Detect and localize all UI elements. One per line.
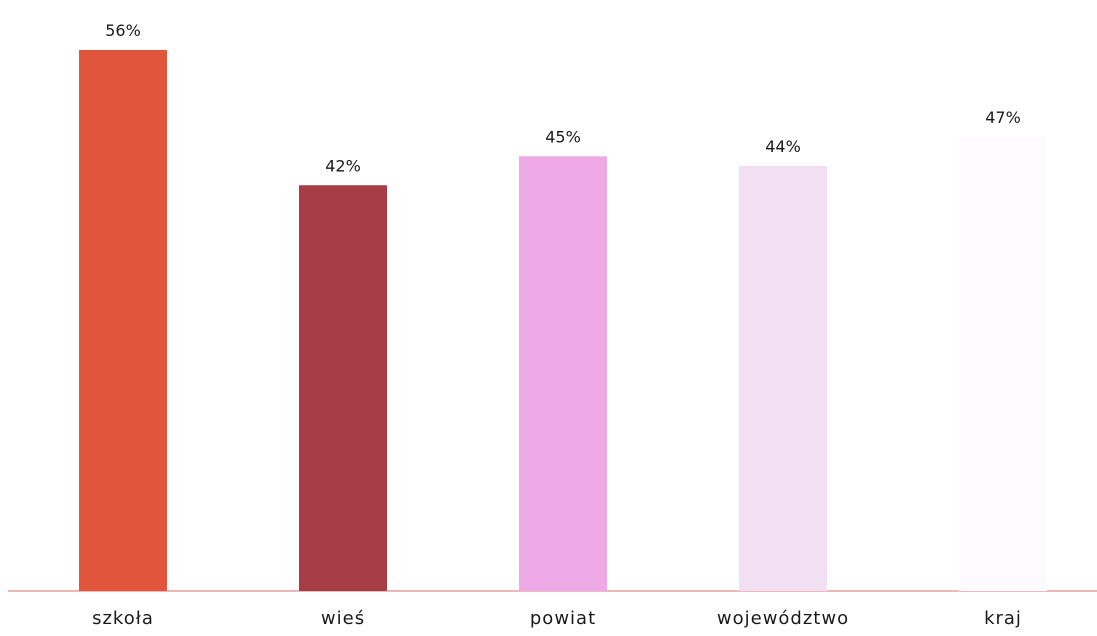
category-label-szkola: szkoła [92,608,154,629]
bars-group [79,50,1047,592]
bar-wies [299,185,387,591]
bar-powiat [519,156,607,591]
value-label-wies: 42% [325,156,361,175]
bar-szkola [79,50,167,591]
bar-wojewodztwo [739,165,827,591]
value-label-powiat: 45% [545,127,581,146]
value-label-szkola: 56% [105,21,141,40]
category-label-wojewodztwo: województwo [717,608,849,629]
value-label-kraj: 47% [985,108,1021,127]
value-label-wojewodztwo: 44% [765,137,801,156]
category-label-powiat: powiat [530,608,596,629]
bar-kraj [959,136,1047,592]
category-label-wies: wieś [321,608,365,629]
category-labels-group: szkoła wieś powiat województwo kraj [92,608,1022,629]
value-labels-group: 56% 42% 45% 44% 47% [105,21,1021,175]
category-label-kraj: kraj [984,608,1022,629]
